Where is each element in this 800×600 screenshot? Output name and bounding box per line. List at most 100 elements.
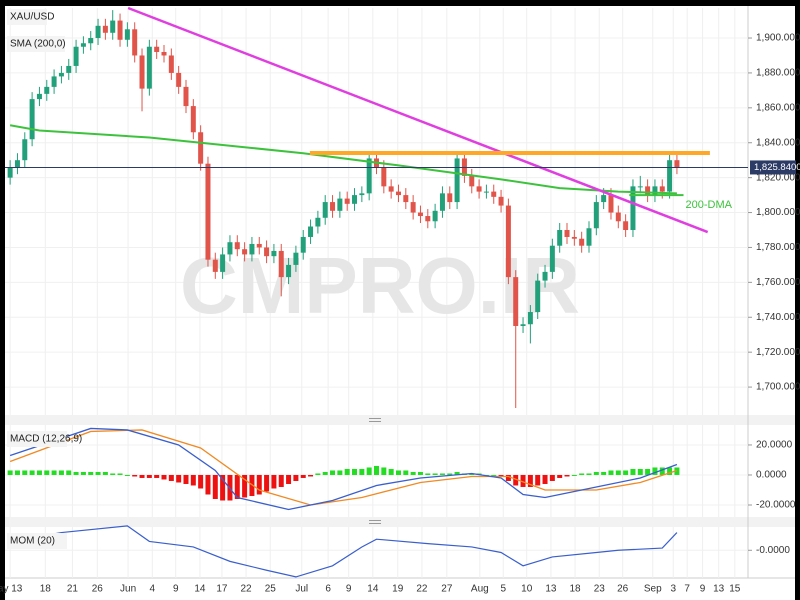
candle-body [637, 186, 643, 188]
histogram-bar [344, 468, 350, 475]
candle-body [366, 158, 372, 194]
candle-body [542, 271, 548, 281]
histogram-bar [571, 474, 577, 476]
candle-body [44, 86, 50, 94]
histogram-bar [535, 474, 541, 486]
panel-title: XAU/USD [10, 12, 54, 23]
candle-body [432, 210, 438, 222]
candle-body [601, 195, 607, 203]
histogram-bar [542, 474, 548, 484]
histogram-bar [564, 474, 570, 477]
y-tick-label: 1,880.0000 [756, 68, 800, 79]
mom-line [10, 525, 678, 578]
histogram-bar [117, 473, 123, 475]
y-tick-label: 1,760.0000 [756, 277, 800, 288]
y-tick-label: 1,700.0000 [756, 382, 800, 393]
histogram-bar [498, 474, 504, 477]
histogram-bar [212, 474, 218, 499]
candle-body [593, 202, 599, 229]
y-tick-label: 1,780.0000 [756, 242, 800, 253]
candle-body [476, 186, 482, 192]
histogram-bar [652, 467, 658, 475]
candle-body [564, 230, 570, 237]
candle-body [417, 212, 423, 217]
sma-line [9, 124, 677, 195]
macd-line [9, 427, 678, 511]
y-tick-label: 1,900.0000 [756, 33, 800, 44]
histogram-bar [308, 474, 314, 477]
x-tick-label: 26 [617, 584, 629, 595]
candle-body [608, 195, 614, 213]
x-tick-label: 5 [500, 584, 506, 595]
candle-body [667, 160, 673, 192]
candle-body [322, 202, 328, 218]
candle-body [161, 51, 167, 56]
x-tick-label: 18 [40, 584, 52, 595]
x-tick-label: 13 [545, 584, 557, 595]
x-tick-label: 4 [149, 584, 155, 595]
x-tick-label: Aug [471, 584, 489, 595]
candle-body [22, 139, 28, 161]
candle-body [198, 132, 204, 164]
histogram-bar [146, 474, 152, 478]
histogram-bar [198, 474, 204, 489]
histogram-bar [454, 471, 460, 475]
candle-body [571, 236, 577, 239]
histogram-bar [337, 470, 343, 475]
histogram-bar [14, 470, 20, 475]
x-tick-label: 10 [521, 584, 533, 595]
candle-body [359, 193, 365, 196]
x-tick-label: 14 [367, 584, 379, 595]
separators [5, 6, 795, 579]
histogram-bar [623, 470, 629, 475]
candle-body [439, 193, 445, 211]
histogram-bar [403, 470, 409, 475]
histogram-bar [359, 468, 365, 475]
candle-body [520, 324, 526, 326]
x-tick-label: 19 [392, 584, 404, 595]
histogram-bar [322, 471, 328, 475]
candle-body [549, 245, 555, 272]
histogram-bar [513, 474, 519, 486]
histogram-bar [66, 470, 72, 475]
candle-body [615, 212, 621, 222]
histogram-bar [7, 470, 13, 475]
candle-body [227, 242, 233, 255]
histogram-bar [58, 470, 64, 475]
histogram-bar [124, 474, 130, 476]
candle-body [286, 264, 292, 278]
y-tick-label: 1,840.0000 [756, 137, 800, 148]
candle-body [315, 217, 321, 227]
candle-body [102, 25, 108, 33]
histogram-bar [168, 474, 174, 481]
candle-body [293, 252, 299, 265]
histogram-bar [593, 471, 599, 475]
x-tick-label: 27 [441, 584, 453, 595]
histogram-bar [381, 467, 387, 475]
x-tick-label: 26 [92, 584, 104, 595]
x-tick-label: 17 [216, 584, 228, 595]
candle-body [29, 99, 35, 140]
histogram-bar [505, 474, 511, 481]
histogram-bar [425, 473, 431, 475]
histogram-bar [667, 467, 673, 475]
candle-body [146, 46, 152, 89]
histogram-bar [29, 470, 35, 475]
background [5, 6, 795, 600]
histogram-bar [330, 470, 336, 475]
histogram-bar [51, 470, 57, 475]
histogram-bar [637, 468, 643, 475]
histogram-bar [256, 474, 262, 495]
histogram-bar [183, 474, 189, 484]
candle-body [154, 46, 160, 52]
candle-body [388, 186, 394, 192]
candle-body [264, 247, 270, 257]
histogram-bar [527, 474, 533, 487]
candle-body [88, 38, 94, 44]
candle-body [58, 72, 64, 77]
candle-body [454, 158, 460, 203]
x-tick-label: 9 [700, 584, 706, 595]
y-tick-label: 20.0000 [756, 440, 793, 451]
